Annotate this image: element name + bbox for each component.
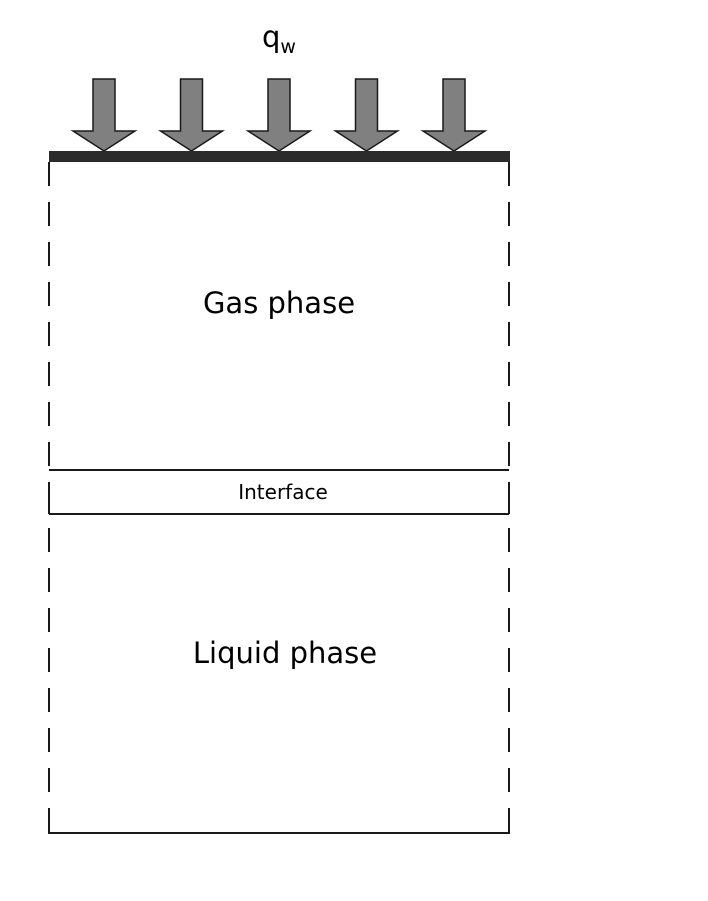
liquid-phase-label: Liquid phase [193, 636, 377, 670]
heat-flux-symbol: q [262, 20, 280, 54]
heated-wall [49, 151, 510, 162]
liquid-phase-region [48, 528, 510, 834]
heat-flux-arrows [70, 78, 488, 152]
heat-flux-arrow-icon [245, 78, 313, 152]
interface-region [48, 469, 510, 515]
heat-flux-arrow-icon [157, 78, 226, 152]
interface-label: Interface [238, 480, 328, 504]
gas-phase-region [48, 162, 510, 469]
heat-flux-subscript: w [280, 36, 296, 58]
heat-flux-arrow-icon [70, 78, 138, 152]
heat-flux-label: qw [262, 20, 296, 58]
heat-flux-arrow-icon [420, 78, 488, 152]
heat-flux-arrow-icon [332, 78, 401, 152]
gas-phase-label: Gas phase [203, 286, 355, 320]
